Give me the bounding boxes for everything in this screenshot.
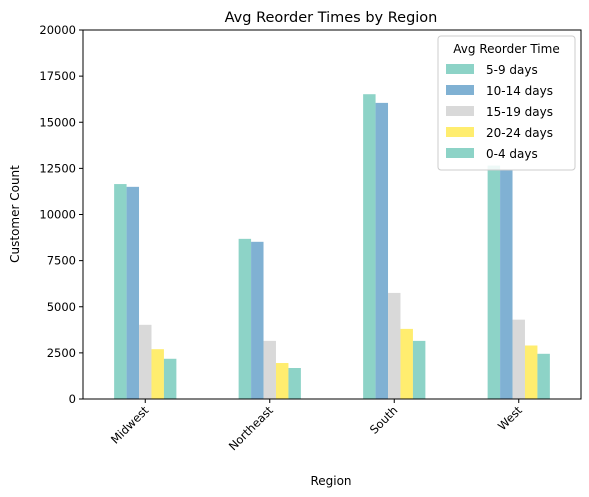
- x-tick-label: South: [367, 403, 401, 437]
- bar-northeast-10-14-days: [251, 241, 264, 399]
- bar-south-0-4-days: [412, 340, 426, 399]
- legend: Avg Reorder Time 5-9 days 10-14 days 15-19 …: [437, 35, 576, 171]
- bar-south-20-24-days: [400, 328, 413, 399]
- bar-midwest-0-4-days: [163, 358, 177, 399]
- bar-northeast-15-19-days: [263, 340, 276, 399]
- bar-midwest-5-9-days: [114, 184, 127, 399]
- legend-title: Avg Reorder Time: [453, 42, 559, 56]
- bar-west-10-14-days: [500, 170, 513, 399]
- bar-south-5-9-days: [363, 94, 376, 400]
- y-axis-label: Customer Count: [8, 165, 22, 263]
- x-tick-label: West: [495, 403, 525, 433]
- bar-northeast-20-24-days: [275, 363, 289, 399]
- x-tick-label: Midwest: [108, 403, 152, 447]
- bar-midwest-20-24-days: [151, 349, 164, 399]
- legend-swatch: [446, 64, 474, 74]
- y-tick-label: 10000: [39, 208, 76, 222]
- chart-title: Avg Reorder Times by Region: [225, 10, 438, 26]
- y-tick-label: 17500: [39, 69, 76, 83]
- y-tick-label: 12500: [39, 161, 76, 175]
- legend-entry-label: 20-24 days: [486, 126, 553, 140]
- legend-entry-label: 15-19 days: [486, 105, 553, 119]
- y-tick-label: 5000: [47, 300, 76, 314]
- legend-entry-label: 0-4 days: [486, 147, 538, 161]
- bar-west-20-24-days: [524, 345, 538, 399]
- y-tick-label: 2500: [47, 346, 76, 360]
- bar-south-10-14-days: [375, 102, 389, 399]
- bar-northeast-0-4-days: [288, 368, 301, 399]
- bar-midwest-10-14-days: [126, 186, 140, 399]
- legend-entry-label: 5-9 days: [486, 63, 538, 77]
- legend-swatch: [446, 106, 474, 116]
- bar-west-0-4-days: [537, 353, 550, 399]
- legend-swatch: [446, 127, 474, 137]
- bar-midwest-15-19-days: [139, 324, 152, 399]
- legend-swatch: [446, 148, 474, 158]
- x-axis-label: Region: [310, 474, 351, 488]
- legend-swatch: [446, 85, 474, 95]
- y-tick-label: 7500: [47, 254, 76, 268]
- bar-south-15-19-days: [388, 292, 401, 399]
- bar-northeast-5-9-days: [238, 238, 252, 399]
- y-tick-label: 15000: [39, 115, 76, 129]
- bar-west-5-9-days: [487, 165, 501, 399]
- legend-entry-label: 10-14 days: [486, 84, 553, 98]
- y-tick-label: 20000: [39, 23, 76, 37]
- x-tick-label: Northeast: [226, 403, 276, 453]
- y-tick-label: 0: [69, 392, 76, 406]
- bar-west-15-19-days: [512, 319, 525, 399]
